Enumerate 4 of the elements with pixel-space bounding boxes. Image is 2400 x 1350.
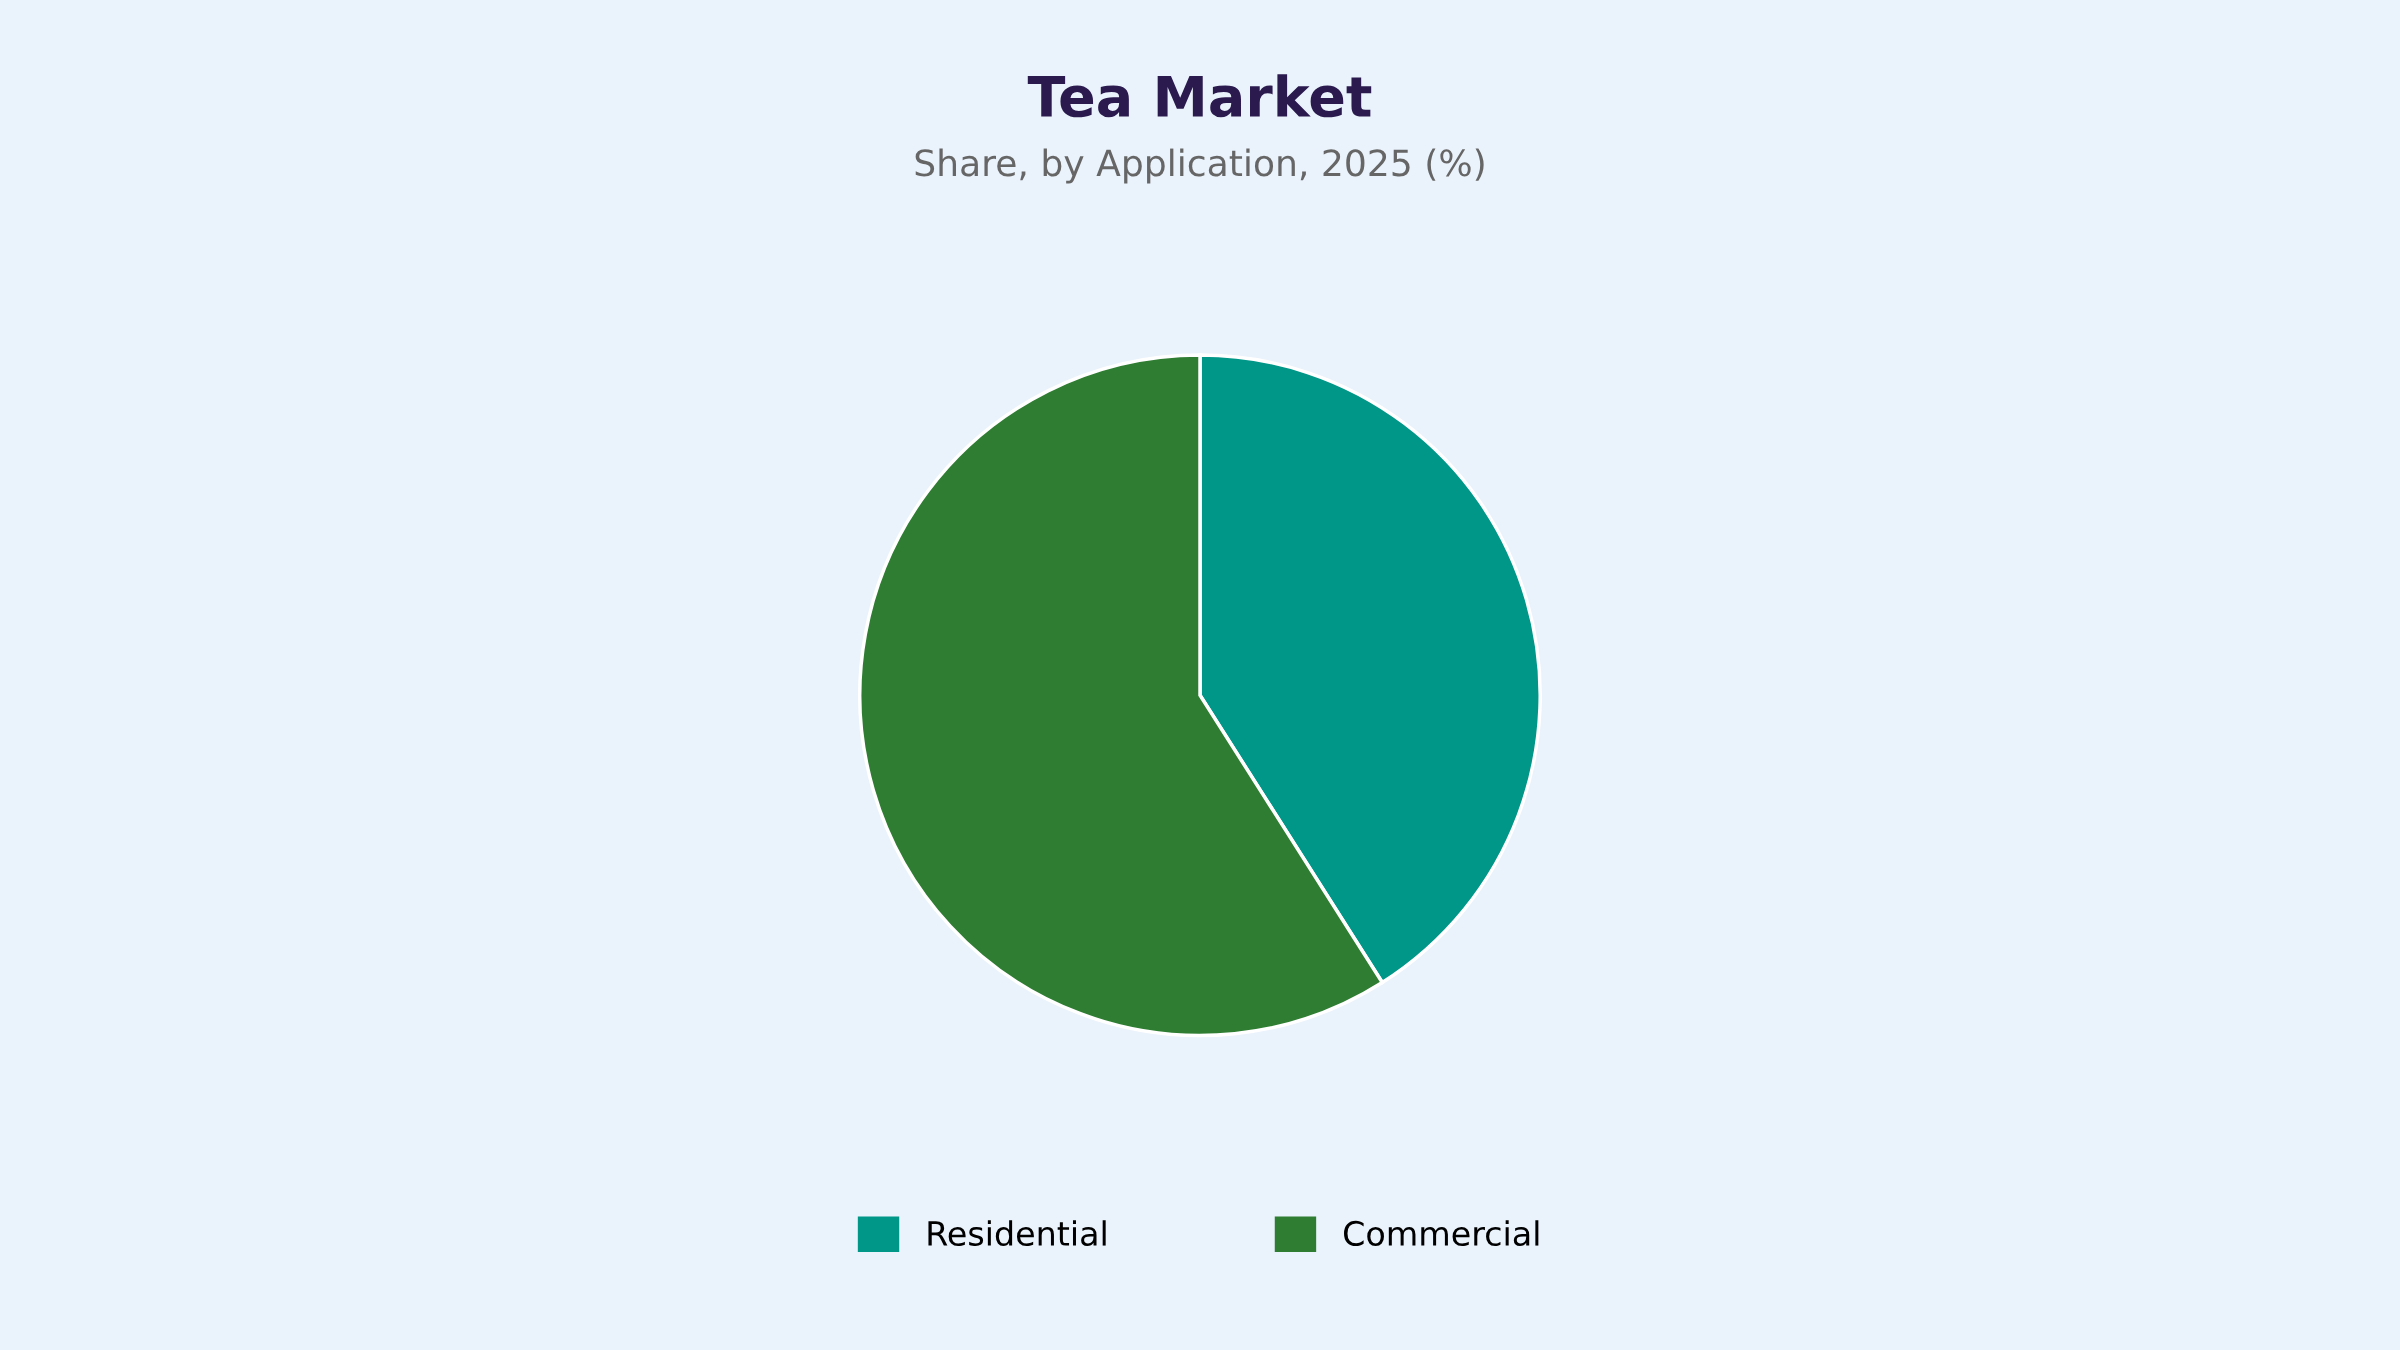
- legend-label: Commercial: [1344, 1220, 1539, 1247]
- legend-label: Residential: [928, 1220, 1106, 1247]
- chart-title: Tea Market: [1027, 74, 1372, 118]
- chart-subtitle: Share, by Application, 2025 (%): [915, 148, 1484, 184]
